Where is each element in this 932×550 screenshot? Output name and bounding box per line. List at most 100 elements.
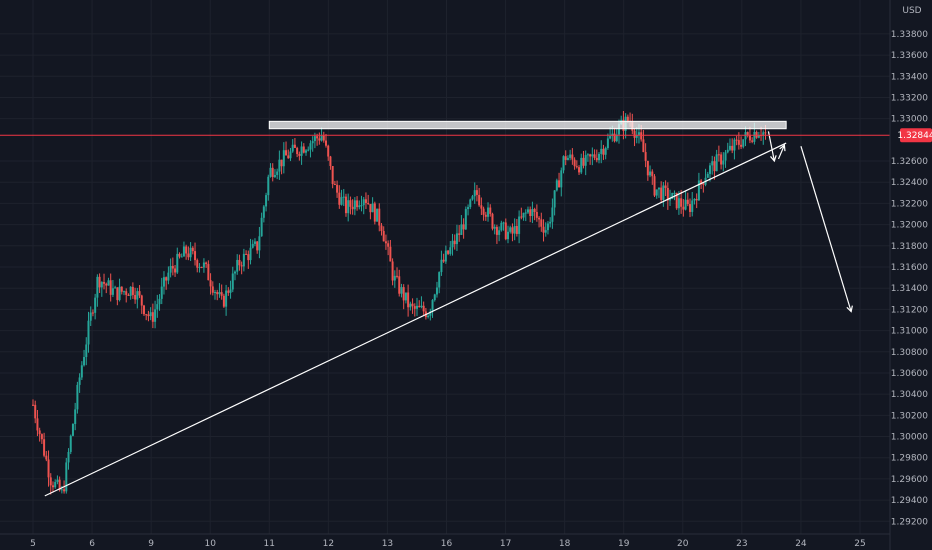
candle-body	[43, 439, 46, 456]
candle-body	[336, 184, 339, 193]
candle-body	[34, 404, 37, 419]
candle-body	[240, 265, 243, 267]
y-tick-label: 1.31800	[891, 242, 928, 252]
candle-body	[120, 286, 123, 292]
candle-body	[513, 225, 516, 234]
arrow-line	[800, 146, 852, 312]
candle-body	[298, 154, 301, 156]
time-axis[interactable]: 5 6 9 10 11 12 13 16 17 18 19 20 23 24 25	[0, 533, 890, 549]
candle-body	[218, 292, 221, 295]
candle-body	[167, 272, 170, 281]
candle-body	[362, 199, 365, 206]
y-tick-label: 1.31400	[891, 284, 928, 294]
candle-body	[360, 205, 363, 207]
x-tick-label: 13	[382, 539, 393, 549]
candlestick-series	[32, 111, 767, 495]
candle-body	[83, 356, 86, 366]
candle-body	[94, 297, 97, 313]
candle-body	[737, 140, 740, 145]
candle-body	[651, 171, 654, 177]
candle-body	[316, 136, 319, 139]
candle-body	[540, 219, 543, 227]
candle-body	[382, 231, 385, 242]
current-price-label: 1.32844	[897, 131, 932, 141]
candle-body	[604, 148, 607, 155]
candle-body	[369, 204, 372, 213]
candle-body	[85, 344, 88, 357]
candle-body	[711, 161, 714, 166]
candle-body	[573, 159, 576, 167]
candle-body	[227, 290, 230, 293]
candle-body	[38, 430, 41, 435]
x-tick-label: 10	[204, 539, 216, 549]
y-tick-label: 1.29400	[891, 496, 928, 506]
candle-body	[660, 187, 663, 200]
candle-body	[438, 272, 441, 288]
candle-body	[100, 282, 103, 288]
candle-body	[331, 166, 334, 184]
candle-body	[531, 209, 534, 217]
candle-body	[242, 253, 245, 267]
candle-body	[580, 157, 583, 173]
candle-body	[689, 204, 692, 212]
candle-body	[744, 132, 747, 140]
candle-body	[145, 314, 148, 316]
arrow-head	[846, 305, 853, 313]
candle-body	[649, 171, 652, 176]
candle-body	[65, 462, 68, 492]
candle-body	[398, 276, 401, 294]
candle-body	[586, 154, 589, 156]
candle-body	[413, 306, 416, 309]
candle-body	[524, 212, 527, 214]
candle-body	[617, 124, 620, 135]
candle-body	[562, 156, 565, 171]
candle-body	[278, 159, 281, 172]
y-tick-label: 1.30200	[891, 411, 928, 421]
y-tick-label: 1.29600	[891, 475, 928, 485]
candle-body	[504, 222, 507, 240]
candle-body	[344, 196, 347, 214]
candle-body	[644, 152, 647, 161]
candle-body	[733, 139, 736, 151]
price-axis[interactable]: USD 1.33800 1.33600 1.33400 1.33200 1.33000 1…	[889, 0, 928, 550]
candle-body	[71, 424, 74, 436]
candle-body	[253, 241, 256, 244]
candle-body	[449, 247, 452, 254]
candle-body	[518, 216, 521, 234]
currency-label: USD	[902, 6, 921, 16]
candle-body	[311, 141, 314, 144]
current-price-marker: 1.32844	[897, 128, 932, 143]
candle-body	[402, 287, 405, 301]
candle-body	[742, 139, 745, 147]
candle-body	[89, 312, 92, 321]
y-tick-label: 1.32400	[891, 178, 928, 188]
candle-body	[602, 148, 605, 155]
candle-body	[391, 261, 394, 281]
candle-body	[664, 185, 667, 188]
candle-body	[411, 303, 414, 307]
candle-body	[320, 135, 323, 141]
candle-body	[131, 286, 134, 295]
candle-body	[373, 203, 376, 222]
x-tick-label: 18	[559, 539, 571, 549]
candle-body	[380, 225, 383, 232]
candle-body	[535, 211, 538, 218]
candle-body	[56, 479, 59, 483]
candle-body	[384, 241, 387, 244]
candle-body	[542, 226, 545, 233]
candle-body	[269, 167, 272, 177]
candle-body	[329, 156, 332, 167]
candle-body	[626, 116, 629, 121]
candle-body	[442, 259, 445, 262]
candle-body	[482, 208, 485, 215]
candle-body	[233, 271, 236, 274]
candle-body	[389, 246, 392, 262]
candle-body	[134, 294, 137, 300]
candle-body	[575, 166, 578, 168]
candle-body	[697, 180, 700, 201]
candle-body	[118, 286, 121, 301]
candle-body	[347, 200, 350, 214]
candle-body	[593, 154, 596, 158]
candle-body	[675, 192, 678, 209]
